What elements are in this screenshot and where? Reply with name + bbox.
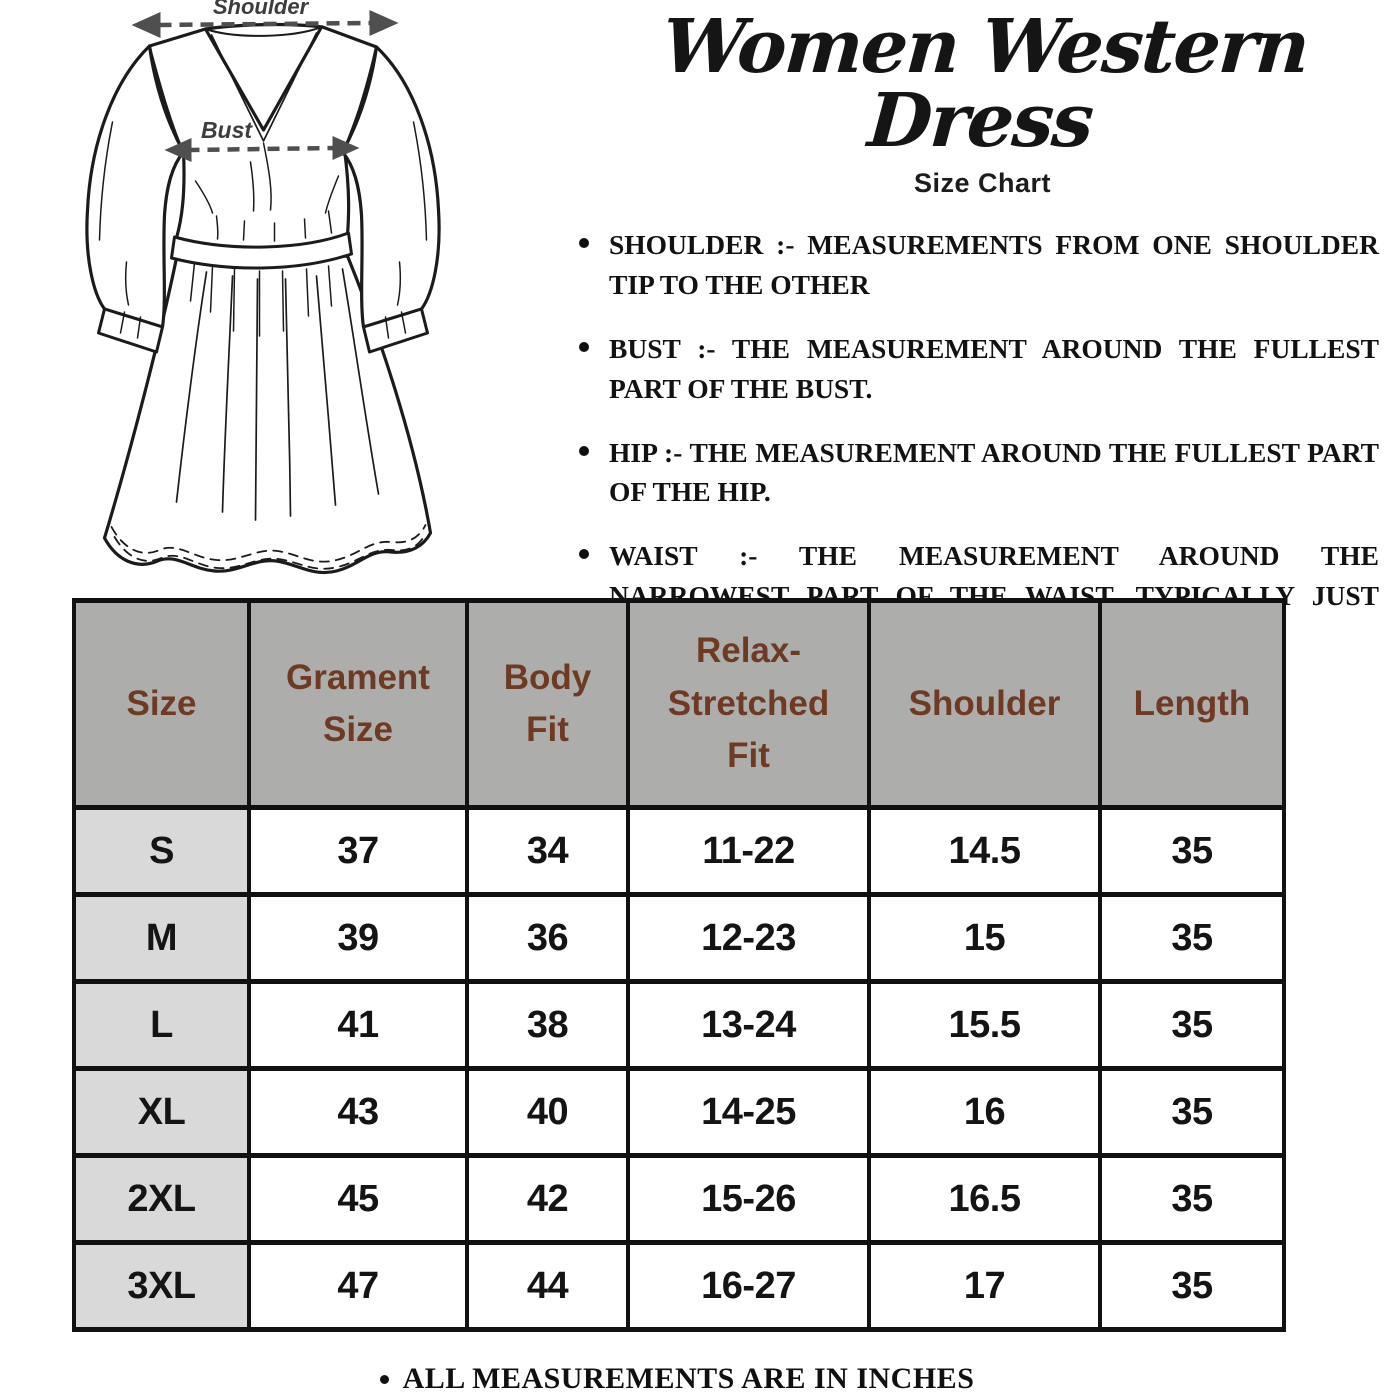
value-cell: 16.5 [867,1153,1102,1245]
table-row-m: M 39 36 12-23 15 35 [72,892,1286,984]
note-text: SHOULDER :- MEASUREMENTS FROM ONE SHOULD… [609,229,1379,300]
value-cell: 14.5 [867,805,1102,897]
note-text: HIP :- THE MEASUREMENT AROUND THE FULLES… [609,436,1379,508]
note-text: BUST :- THE MEASUREMENT AROUND THE FULLE… [609,332,1379,404]
table-header-row: Size Grament Size Body Fit Relax-Stretch… [72,598,1286,810]
bullet-icon [579,238,589,248]
header-and-notes: Women Western Dress Size Chart SHOULDER … [565,0,1400,680]
col-header-relax-stretched-fit: Relax-Stretched Fit [626,598,871,810]
value-cell: 17 [867,1240,1102,1332]
bullet-icon [579,445,589,456]
value-cell: 37 [247,805,469,897]
note-item-shoulder: SHOULDER :- MEASUREMENTS FROM ONE SHOULD… [579,225,1400,305]
bust-arrow [164,136,360,162]
note-item-hip: HIP :- THE MEASUREMENT AROUND THE FULLES… [579,433,1400,513]
table-row-l: L 41 38 13-24 15.5 35 [72,979,1286,1071]
value-cell: 35 [1098,892,1286,984]
bullet-icon [579,549,589,560]
size-label: 3XL [72,1240,251,1332]
value-cell: 35 [1098,805,1286,897]
bodice-outline [147,22,379,251]
value-cell: 13-24 [626,979,871,1071]
col-header-grament-size: Grament Size [247,598,469,810]
right-cuff [362,307,429,354]
value-cell: 45 [247,1153,469,1245]
size-chart-table: Size Grament Size Body Fit Relax-Stretch… [72,598,1286,1332]
value-cell: 35 [1098,1240,1286,1332]
table-row-2xl: 2XL 45 42 15-26 16.5 35 [72,1153,1286,1245]
bust-measure-label: Bust [201,117,253,143]
measurement-notes: SHOULDER :- MEASUREMENTS FROM ONE SHOULD… [565,225,1400,656]
bullet-icon [379,1374,389,1384]
value-cell: 15-26 [626,1153,871,1245]
skirt-outline [102,254,433,575]
value-cell: 47 [247,1240,469,1332]
page-subtitle: Size Chart [913,168,1052,198]
value-cell: 12-23 [626,892,871,984]
footer-note: ALL MEASUREMENTS ARE IN INCHES [72,1362,1282,1396]
size-label: S [72,805,251,897]
col-header-length: Length [1098,598,1286,810]
col-header-shoulder: Shoulder [867,598,1102,810]
value-cell: 11-22 [626,805,871,897]
footer-note-text: ALL MEASUREMENTS ARE IN INCHES [402,1362,975,1395]
value-cell: 16 [867,1066,1102,1158]
size-label: M [72,892,251,984]
hem-stitch-line [113,533,427,570]
left-cuff [97,307,164,354]
value-cell: 43 [247,1066,469,1158]
size-label: 2XL [72,1153,251,1245]
hem-stitch-line [110,524,427,563]
value-cell: 42 [465,1153,630,1245]
value-cell: 35 [1098,1153,1286,1245]
col-header-size: Size [72,598,251,810]
table-row-3xl: 3XL 47 44 16-27 17 35 [72,1240,1286,1332]
shoulder-arrow [131,10,399,38]
dress-sketch-svg: Shoulder Bust [85,0,441,575]
value-cell: 34 [465,805,630,897]
col-header-body-fit: Body Fit [465,598,630,810]
value-cell: 35 [1098,1066,1286,1158]
bullet-icon [579,341,589,352]
dress-sketch: Shoulder Bust [52,0,547,600]
waistband [170,231,353,270]
value-cell: 44 [465,1240,630,1332]
size-label: XL [72,1066,251,1158]
note-item-bust: BUST :- THE MEASUREMENT AROUND THE FULLE… [579,329,1400,409]
value-cell: 15 [867,892,1102,984]
page-title: Women Western Dress [659,4,1311,164]
value-cell: 36 [465,892,630,984]
value-cell: 35 [1098,979,1286,1071]
value-cell: 14-25 [626,1066,871,1158]
table-row-s: S 37 34 11-22 14.5 35 [72,805,1286,897]
value-cell: 38 [465,979,630,1071]
value-cell: 39 [247,892,469,984]
value-cell: 40 [465,1066,630,1158]
value-cell: 41 [247,979,469,1071]
size-label: L [72,979,251,1071]
table-row-xl: XL 43 40 14-25 16 35 [72,1066,1286,1158]
value-cell: 16-27 [626,1240,871,1332]
shoulder-measure-label: Shoulder [213,0,310,19]
value-cell: 15.5 [867,979,1102,1071]
